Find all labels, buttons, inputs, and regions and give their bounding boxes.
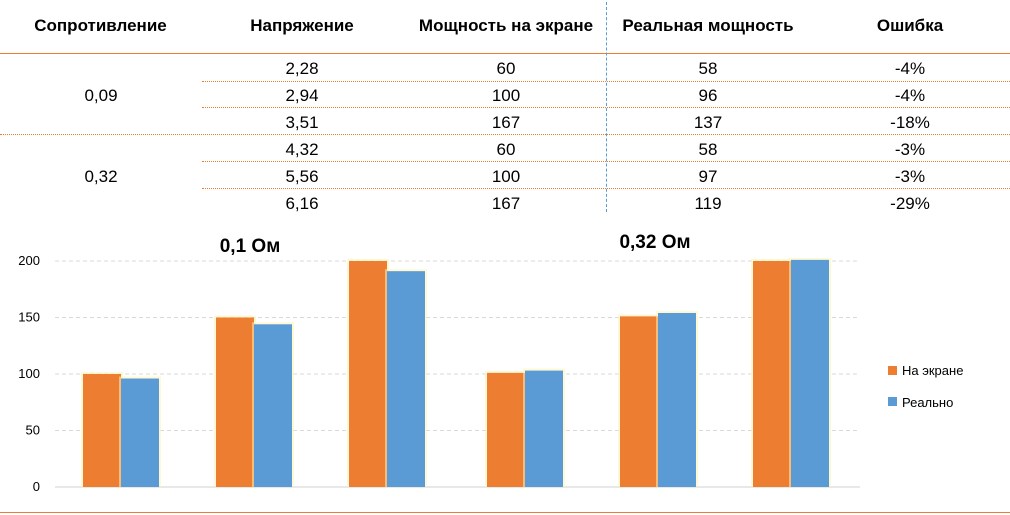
y-tick-label: 50 [26,423,40,438]
row-separator [202,188,1010,189]
error-cell: -4% [894,59,926,78]
resistance-value-1: 0,09 [84,86,118,105]
header-real-power: Реальная мощность [622,16,794,35]
header-voltage: Напряжение [250,16,354,35]
row-separator [202,161,1010,162]
charts-area: 0,1 Ом 0,32 Ом 0 50 100 150 200 На экране Ре… [18,232,963,494]
screen-power-cell: 167 [491,113,521,132]
legend-swatch-screen [888,366,897,375]
header-error: Ошибка [876,16,944,35]
legend: На экране Реально [888,363,963,410]
chart-title-left: 0,1 Ом [220,236,281,257]
y-tick-label: 100 [18,366,40,381]
group-separator [0,134,1010,135]
screen-power-cell: 100 [491,86,521,105]
screen-power-cell: 100 [491,167,521,186]
voltage-cell: 2,94 [285,86,319,105]
bar-real [121,378,159,487]
bar-real [791,259,829,487]
error-cell: -3% [894,167,926,186]
header-resistance: Сопротивление [34,16,167,35]
row-separator [202,107,1010,108]
screen-power-cell: 167 [491,194,521,213]
data-table: Сопротивление Напряжение Мощность на экр… [0,0,1010,215]
bar-screen [487,372,525,487]
bar-screen [83,374,121,487]
chart-title-right: 0,32 Ом [619,232,690,253]
legend-label-real: Реально [902,395,953,410]
screen-power-cell: 60 [496,140,516,159]
y-tick-label: 200 [18,253,40,268]
real-power-cell: 97 [698,167,718,186]
bars [81,257,831,487]
header-screen-power: Мощность на экране [418,16,594,35]
real-power-cell: 96 [698,86,718,105]
bar-real [387,271,425,487]
voltage-cell: 3,51 [285,113,319,132]
screen-power-cell: 60 [496,59,516,78]
real-power-cell: 137 [693,113,723,132]
bar-real [658,312,696,487]
y-tick-label: 0 [33,479,40,494]
bar-real [525,370,563,487]
voltage-cell: 6,16 [285,194,319,213]
error-cell: -29% [890,194,930,213]
voltage-cell: 5,56 [285,167,319,186]
legend-swatch-real [888,397,897,406]
bar-screen [753,261,791,487]
bottom-rule [0,512,1010,513]
voltage-cell: 2,28 [285,59,319,78]
error-cell: -3% [894,140,926,159]
y-axis-ticks: 0 50 100 150 200 [18,253,40,494]
bar-screen [349,261,387,487]
grid-lines [55,260,860,488]
voltage-cell: 4,32 [285,140,319,159]
real-power-cell: 58 [698,59,718,78]
resistance-value-2: 0,32 [84,167,118,186]
real-power-cell: 58 [698,140,718,159]
real-power-cell: 119 [694,194,722,213]
y-tick-label: 150 [18,310,40,325]
row-separator [202,81,1010,82]
header-rule [0,53,1010,54]
error-cell: -4% [894,86,926,105]
error-cell: -18% [890,113,930,132]
bar-screen [216,317,254,487]
bar-real [254,324,292,487]
legend-label-screen: На экране [902,363,963,378]
bar-screen [620,316,658,487]
